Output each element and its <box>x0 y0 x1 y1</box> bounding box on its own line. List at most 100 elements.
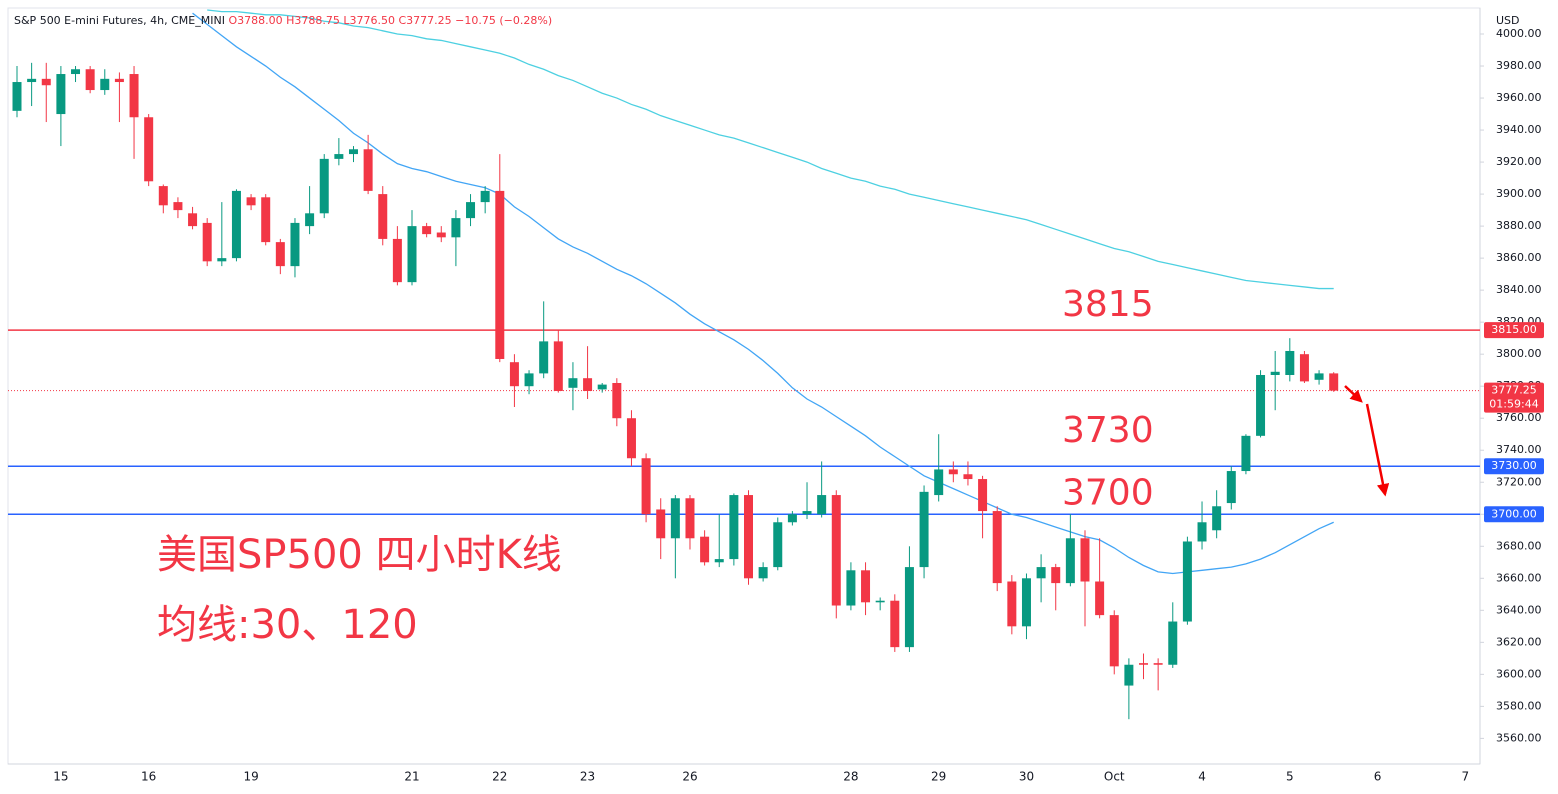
candle-body <box>261 197 271 243</box>
x-tick-label: 15 <box>53 770 68 784</box>
candle-body <box>246 197 256 206</box>
x-tick-label: 16 <box>141 770 156 784</box>
candle-body <box>231 190 241 259</box>
candle-body <box>407 226 417 283</box>
candle-body <box>1168 621 1178 665</box>
candle-body <box>436 232 446 238</box>
y-tick-label: 3760.00 <box>1496 411 1542 424</box>
candle-body <box>290 222 300 267</box>
candle-body <box>597 384 607 390</box>
candle-body <box>158 186 168 206</box>
y-tick-label: 3680.00 <box>1496 539 1542 552</box>
y-tick-label: 3640.00 <box>1496 603 1542 616</box>
x-tick-label: 29 <box>931 770 946 784</box>
candle-body <box>1270 371 1280 375</box>
x-tick-label: 19 <box>243 770 258 784</box>
candle-body <box>1051 567 1061 584</box>
plot-layer <box>8 9 1480 720</box>
candle-body <box>963 474 973 480</box>
countdown-label: 01:59:44 <box>1489 398 1538 411</box>
candle-body <box>641 458 651 515</box>
candle-body <box>202 222 212 262</box>
candle-body <box>714 559 724 563</box>
candle-body <box>1329 373 1339 391</box>
candle-body <box>875 600 885 603</box>
candle-body <box>890 600 900 648</box>
candle-body <box>700 536 710 563</box>
level-annotation: 3700 <box>1062 472 1154 513</box>
candle-body <box>1124 664 1134 686</box>
arrow <box>1344 385 1363 403</box>
candle-body <box>919 491 929 568</box>
candle-body <box>129 74 139 118</box>
x-tick-label: 30 <box>1019 770 1034 784</box>
candle-body <box>41 78 51 86</box>
open: O3788.00 <box>228 14 282 27</box>
candle-body <box>392 238 402 283</box>
candle-body <box>363 149 373 191</box>
change: −10.75 (−0.28%) <box>455 14 552 27</box>
candle-body <box>466 202 476 219</box>
candle-body <box>948 469 958 475</box>
y-tick-label: 3800.00 <box>1496 347 1542 360</box>
candle-body <box>1314 373 1324 380</box>
y-tick-label: 3900.00 <box>1496 187 1542 200</box>
candle-body <box>612 382 622 419</box>
chart-header: S&P 500 E-mini Futures, 4h, CME_MINI O37… <box>14 14 552 27</box>
candle-body <box>831 495 841 606</box>
candle-body <box>978 479 988 512</box>
level-label: 3730.00 <box>1491 459 1537 472</box>
candle-body <box>1197 522 1207 542</box>
candle-body <box>1299 354 1309 382</box>
candle-body <box>729 495 739 560</box>
candle-body <box>568 378 578 388</box>
candle-body <box>1212 506 1222 531</box>
last-price-label: 3777.25 <box>1491 384 1537 397</box>
level-label-box <box>1484 506 1544 523</box>
candle-body <box>1007 581 1017 627</box>
candle-body <box>1080 538 1090 582</box>
x-tick-label: Oct <box>1104 770 1125 784</box>
candle-body <box>861 570 871 603</box>
symbol: S&P 500 E-mini Futures, 4h, CME_MINI <box>14 14 225 27</box>
y-tick-label: 3620.00 <box>1496 635 1542 648</box>
y-tick-label: 3980.00 <box>1496 59 1542 72</box>
candle-body <box>685 498 695 539</box>
candle-body <box>100 78 110 91</box>
candle-body <box>539 341 549 374</box>
x-tick-label: 21 <box>404 770 419 784</box>
y-tick-label: 3660.00 <box>1496 571 1542 584</box>
candle-body <box>904 567 914 648</box>
candle-body <box>583 378 593 392</box>
y-tick-label: 4000.00 <box>1496 27 1542 40</box>
candle-body <box>71 69 81 75</box>
candle-body <box>992 511 1002 584</box>
y-tick-label: 3860.00 <box>1496 251 1542 264</box>
candle-body <box>188 213 198 227</box>
candle-body <box>305 213 315 227</box>
candle-body <box>744 495 753 579</box>
y-tick-label: 3940.00 <box>1496 123 1542 136</box>
arrow <box>1365 403 1390 497</box>
y-tick-label: 3920.00 <box>1496 155 1542 168</box>
y-tick-label: 3720.00 <box>1496 475 1542 488</box>
y-tick-label: 3740.00 <box>1496 443 1542 456</box>
candle-body <box>85 69 95 91</box>
level-label: 3815.00 <box>1491 323 1537 336</box>
candle-body <box>12 82 22 111</box>
moving-average <box>192 12 1334 575</box>
last-price-box <box>1484 382 1544 413</box>
x-tick-label: 23 <box>580 770 595 784</box>
y-tick-label: 3560.00 <box>1496 731 1542 744</box>
annotation: 美国SP500 四小时K线 <box>157 532 562 578</box>
x-tick-label: 5 <box>1286 770 1294 784</box>
x-tick-label: 6 <box>1374 770 1382 784</box>
candle-body <box>553 341 563 392</box>
candle-body <box>1153 663 1163 665</box>
candle-body <box>670 498 680 539</box>
candle-body <box>319 158 329 214</box>
level-label-box <box>1484 322 1544 339</box>
candle-body <box>656 509 666 539</box>
level-annotation: 3815 <box>1062 284 1154 325</box>
